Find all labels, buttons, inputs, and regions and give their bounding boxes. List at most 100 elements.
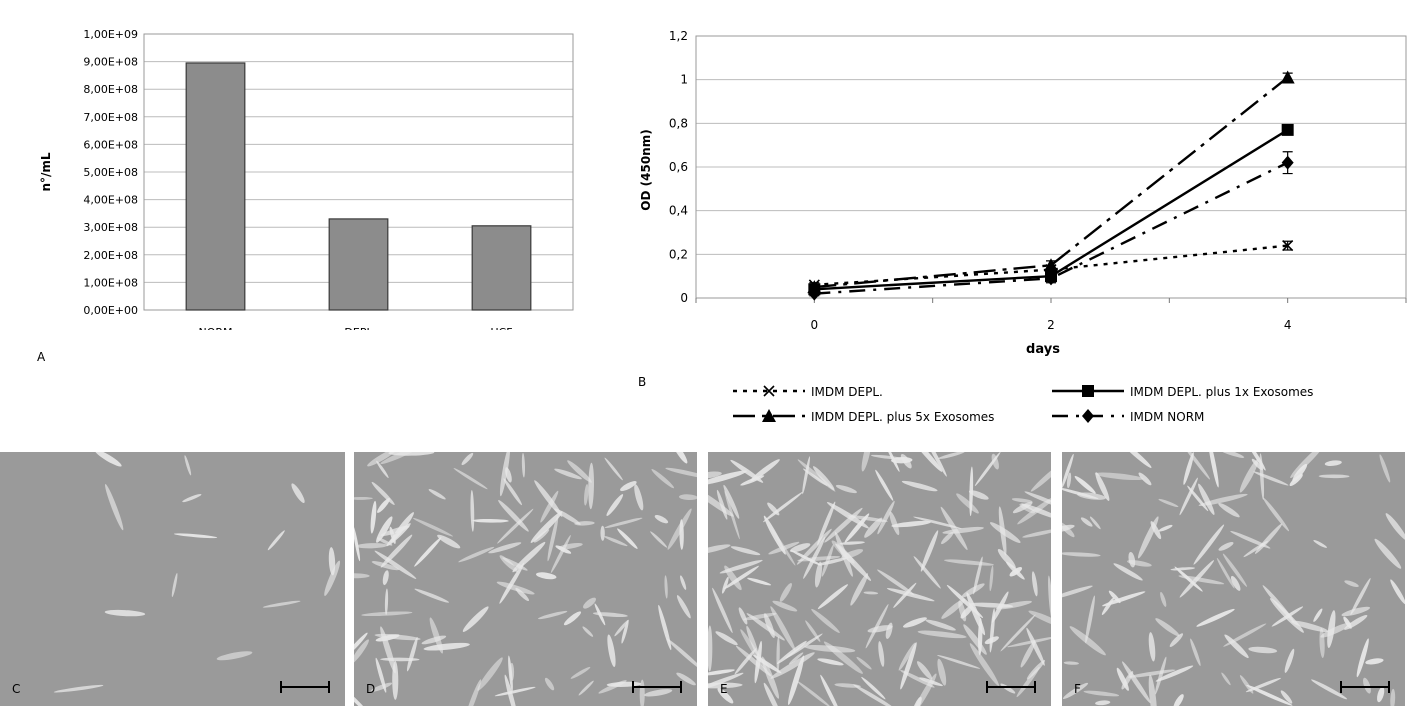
cell-shape: [746, 613, 785, 641]
cell-shape: [1183, 452, 1194, 485]
bar-chart-y-tick-label: 9,00E+08: [83, 56, 138, 69]
cell-shape: [1248, 646, 1278, 654]
cell-shape: [594, 603, 606, 626]
legend-marker-triangle: [762, 409, 776, 422]
cell-shape: [470, 489, 475, 532]
cell-shape: [814, 561, 823, 588]
cell-shape: [835, 484, 857, 494]
cell-shape: [1089, 516, 1101, 530]
cell-shape: [886, 588, 935, 602]
data-point-triangle: [1044, 258, 1058, 272]
cell-shape: [789, 543, 811, 553]
cell-shape: [563, 611, 582, 626]
cell-shape: [554, 468, 582, 480]
cell-shape: [1012, 501, 1033, 514]
cell-shape: [377, 498, 390, 513]
cell-shape: [498, 500, 529, 532]
cell-shape: [1218, 541, 1234, 551]
cell-shape: [1138, 472, 1152, 486]
cell-shape: [598, 680, 627, 694]
cell-shape: [989, 565, 994, 592]
cell-shape: [1158, 498, 1179, 508]
cell-shape: [817, 584, 849, 610]
cell-shape: [1022, 528, 1051, 538]
micrograph-background: [0, 452, 345, 706]
cell-shape: [1017, 496, 1051, 525]
cell-shape: [796, 680, 831, 706]
cell-shape: [1179, 477, 1198, 516]
cell-shape: [1245, 677, 1281, 693]
cell-shape: [1178, 575, 1225, 585]
cell-shape: [763, 682, 782, 706]
cell-shape: [1390, 579, 1405, 605]
data-point-triangle: [807, 280, 822, 294]
cell-shape: [1095, 700, 1111, 706]
panel-label-c: C: [12, 682, 21, 696]
cell-shape: [557, 542, 583, 550]
cell-shape: [412, 517, 454, 537]
cell-shape: [805, 620, 821, 642]
cell-shape: [582, 626, 594, 637]
bar-chart-y-tick-label: 5,00E+08: [83, 166, 138, 179]
cell-shape: [1085, 595, 1095, 644]
cell-shape: [1222, 553, 1248, 587]
cell-shape: [429, 617, 444, 654]
cell-shape: [262, 600, 301, 608]
cell-shape: [1230, 575, 1241, 591]
cell-shape: [1385, 513, 1405, 541]
cell-shape: [604, 457, 623, 481]
cell-shape: [1007, 636, 1051, 648]
photo-panel-f: F: [1062, 452, 1405, 706]
cell-shape: [354, 573, 370, 579]
cell-shape: [802, 468, 828, 486]
cell-shape: [754, 640, 762, 684]
cell-shape: [1095, 472, 1110, 501]
cell-shape: [1182, 452, 1211, 480]
cell-shape: [708, 672, 744, 691]
cell-shape: [672, 452, 688, 464]
cell-shape: [406, 636, 418, 672]
cell-shape: [267, 530, 285, 551]
cell-shape: [834, 683, 861, 688]
cell-shape: [361, 611, 413, 617]
cell-shape: [654, 514, 669, 524]
line-chart-y-tick-label: 0,4: [669, 204, 688, 218]
cell-shape: [708, 625, 713, 672]
cell-shape: [1020, 503, 1051, 520]
cell-shape: [820, 674, 842, 706]
cell-shape: [730, 546, 761, 556]
cell-shape: [428, 489, 446, 500]
cell-shape: [956, 493, 979, 514]
cell-shape: [968, 490, 989, 500]
cell-shape: [1170, 567, 1196, 571]
cell-shape: [1390, 688, 1396, 706]
cell-shape: [667, 508, 692, 550]
cell-shape: [1062, 487, 1099, 499]
cell-shape: [499, 562, 525, 604]
cell-shape: [767, 502, 780, 516]
cell-shape: [537, 610, 568, 620]
cell-shape: [380, 626, 396, 674]
data-point-triangle: [1280, 70, 1295, 84]
cell-shape: [853, 684, 897, 706]
cell-shape: [375, 657, 387, 693]
cell-shape: [370, 682, 393, 692]
cell-shape: [666, 638, 697, 672]
scale-bar-e: [986, 681, 1036, 693]
cell-shape: [354, 632, 368, 656]
cell-shape: [488, 542, 522, 554]
line-chart-y-label: OD (450nm): [639, 129, 653, 210]
cell-shape: [1024, 491, 1051, 511]
bar-chart-y-tick-label: 1,00E+08: [83, 276, 138, 289]
cell-shape: [823, 641, 863, 674]
cell-shape: [797, 555, 841, 562]
cell-shape: [969, 643, 1000, 686]
cell-shape: [534, 480, 563, 517]
cell-shape: [1239, 675, 1254, 694]
cell-shape: [723, 484, 740, 519]
cell-shape: [735, 645, 772, 677]
cell-shape: [1230, 530, 1271, 549]
cell-shape: [864, 517, 883, 538]
cell-shape: [1291, 620, 1329, 633]
cell-shape: [1350, 578, 1371, 616]
